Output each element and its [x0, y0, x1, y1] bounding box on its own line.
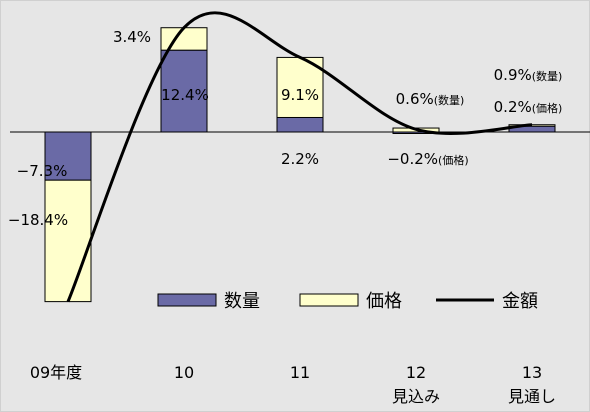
data-label-6: 0.6%(数量): [396, 90, 465, 108]
x-tick-1: 10: [174, 363, 194, 382]
x-tick-labels: 09年度 10 11 12 見込み 13 見通し: [30, 363, 556, 406]
series-line-kingaku: [66, 11, 533, 303]
bar-kakaku-0: [44, 179, 92, 303]
legend: 数量 価格 金額: [157, 291, 538, 312]
legend-label-0: 数量: [224, 291, 260, 312]
x-tick-sub-4: 見通し: [508, 387, 556, 406]
data-label-0: −7.3%: [17, 162, 68, 180]
data-label-9: 0.2%(価格): [494, 98, 563, 116]
x-tick-0: 09年度: [30, 363, 82, 382]
bar-suryo-0: [44, 131, 92, 181]
bar-kakaku-1: [160, 27, 208, 51]
data-label-4: 9.1%: [281, 86, 319, 104]
x-tick-3: 12: [406, 363, 426, 382]
data-label-1: −18.4%: [8, 211, 68, 229]
data-labels-layer: −7.3% −18.4% 3.4% 12.4% 9.1% 2.2% 0.6%(数量) −0.2…: [8, 28, 562, 229]
legend-swatch-1: [299, 293, 359, 307]
data-label-8: 0.9%(数量): [494, 66, 563, 84]
data-label-7: −0.2%(価格): [387, 150, 468, 168]
legend-label-2: 金額: [502, 291, 538, 312]
legend-label-1: 価格: [366, 291, 402, 312]
data-label-3: 12.4%: [161, 86, 209, 104]
bar-kakaku-2: [276, 56, 324, 118]
x-tick-2: 11: [290, 363, 310, 382]
data-label-2: 3.4%: [113, 28, 151, 46]
bar-suryo-1: [160, 49, 208, 133]
legend-swatch-0: [157, 293, 217, 307]
bar-suryo-2: [276, 116, 324, 133]
x-tick-sub-3: 見込み: [392, 387, 440, 406]
bars-layer: [44, 27, 556, 303]
data-label-5: 2.2%: [281, 150, 319, 168]
x-tick-4: 13: [522, 363, 542, 382]
